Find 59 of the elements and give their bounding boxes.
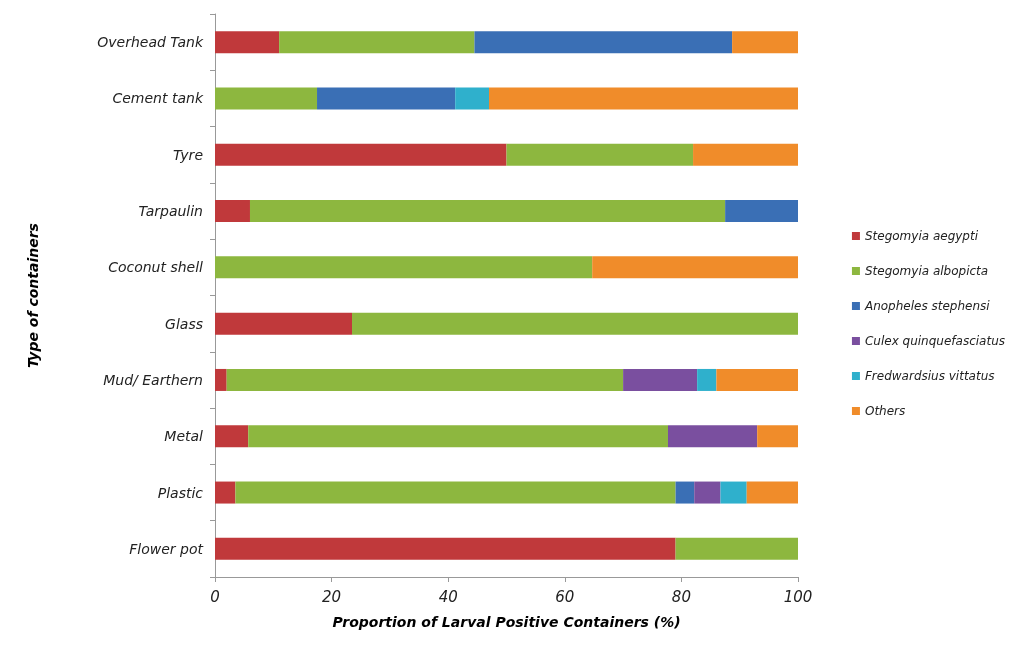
bar — [215, 256, 593, 279]
bar — [249, 200, 726, 223]
bar — [623, 368, 698, 391]
bar — [694, 481, 721, 504]
y-tick-label: Tyre — [173, 146, 203, 163]
bar — [675, 481, 695, 504]
y-tick-label: Overhead Tank — [97, 34, 204, 51]
legend-label: Others — [864, 404, 906, 418]
bar — [317, 87, 456, 110]
legend-label: Anopheles stephensi — [863, 299, 991, 313]
bar — [352, 312, 798, 335]
x-tick-label: 40 — [438, 587, 458, 606]
bar — [474, 31, 733, 54]
y-tick-label: Coconut shell — [108, 259, 204, 276]
bar — [215, 312, 353, 335]
bar — [215, 87, 318, 110]
bar — [675, 537, 798, 560]
bar — [215, 143, 507, 166]
bar — [215, 425, 249, 448]
x-tick-label: 100 — [783, 587, 813, 606]
bar — [489, 87, 798, 110]
y-tick-label: Tarpaulin — [138, 203, 203, 220]
y-tick-label: Plastic — [157, 484, 204, 501]
bar — [215, 537, 676, 560]
bar — [226, 368, 624, 391]
x-axis-title: Proportion of Larval Positive Containers (%) — [332, 614, 681, 630]
bar — [592, 256, 798, 279]
legend-label: Stegomyia albopicta — [864, 264, 989, 278]
bar — [279, 31, 475, 54]
bar — [215, 200, 250, 223]
bar — [215, 481, 236, 504]
bar — [215, 31, 280, 54]
bar — [757, 425, 798, 448]
bar — [716, 368, 798, 391]
x-tick-label: 80 — [671, 587, 691, 606]
bar — [720, 481, 747, 504]
y-tick-label: Mud/ Earthern — [103, 371, 203, 388]
legend-label: Stegomyia aegypti — [864, 229, 979, 243]
x-tick-label: 20 — [322, 587, 342, 606]
bar — [248, 425, 668, 448]
x-tick-label: 0 — [210, 587, 220, 606]
y-tick-label: Flower pot — [129, 540, 204, 557]
bar — [732, 31, 798, 54]
bar — [215, 368, 227, 391]
bar — [746, 481, 798, 504]
y-axis-title: Type of containers — [25, 223, 41, 368]
bar — [506, 143, 694, 166]
y-tick-label: Cement tank — [112, 90, 204, 107]
legend-label: Fredwardsius vittatus — [864, 369, 995, 383]
bar — [693, 143, 798, 166]
bar — [667, 425, 758, 448]
legend-label: Culex quinquefasciatus — [864, 334, 1005, 348]
y-tick-label: Glass — [165, 315, 203, 332]
bar — [725, 200, 798, 223]
x-tick-label: 60 — [555, 587, 575, 606]
y-tick-label: Metal — [164, 428, 204, 445]
bar — [235, 481, 676, 504]
bar — [455, 87, 490, 110]
bar — [697, 368, 717, 391]
